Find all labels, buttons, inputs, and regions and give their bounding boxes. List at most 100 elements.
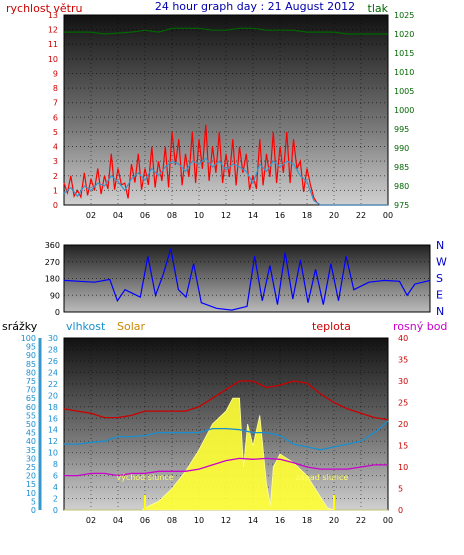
wind-x-tick-label: 14: [248, 211, 258, 220]
compass-label: S: [436, 272, 443, 285]
compass-label: E: [436, 289, 443, 302]
temp-tick-label: 35: [398, 356, 408, 365]
rain-tick-label: 95: [26, 343, 36, 352]
wind-x-tick-label: 18: [302, 211, 312, 220]
rain-tick-label: 85: [26, 360, 36, 369]
humidity-tick-label: 30: [48, 334, 58, 343]
humidity-tick-label: 2: [53, 495, 58, 504]
pressure-tick-label: 990: [394, 144, 409, 153]
rain-tick-label: 35: [26, 446, 36, 455]
humidity-tick-label: 20: [48, 391, 58, 400]
temp-line: [63, 380, 389, 421]
direction-tick-label: 270: [45, 258, 60, 267]
wind-x-tick-label: 02: [86, 211, 96, 220]
wind-x-tick-label: 22: [356, 211, 366, 220]
temp-tick-label: 10: [398, 463, 408, 472]
humidity-tick-label: 16: [48, 414, 58, 423]
humidity-tick-label: 18: [48, 403, 58, 412]
rain-tick-label: 15: [26, 480, 36, 489]
wind-tick-label: 7: [53, 99, 58, 108]
rain-tick-label: 75: [26, 377, 36, 386]
rain-x-tick-label: 06: [140, 516, 150, 525]
rain-x-tick-label: 04: [113, 516, 123, 525]
pressure-tick-label: 975: [394, 201, 409, 210]
dew-label: rosný bod: [393, 320, 447, 333]
wind-tick-label: 2: [53, 172, 58, 181]
rain-x-tick-label: 16: [275, 516, 285, 525]
humidity-tick-label: 22: [48, 380, 58, 389]
wind-x-tick-label: 04: [113, 211, 123, 220]
temp-tick-label: 30: [398, 377, 408, 386]
rain-tick-label: 50: [26, 420, 36, 429]
rain-x-tick-label: 14: [248, 516, 258, 525]
rain-tick-label: 80: [26, 368, 36, 377]
rain-tick-label: 100: [21, 334, 36, 343]
temp-tick-label: 0: [398, 506, 403, 515]
humidity-tick-label: 0: [53, 506, 58, 515]
wind-tick-label: 10: [48, 55, 58, 64]
rain-tick-label: 45: [26, 429, 36, 438]
rain-tick-label: 55: [26, 411, 36, 420]
direction-tick-label: 0: [55, 308, 60, 317]
humidity-tick-label: 24: [48, 368, 58, 377]
wind-x-tick-label: 10: [194, 211, 204, 220]
humidity-tick-label: 14: [48, 426, 58, 435]
direction-tick-label: 180: [45, 275, 60, 284]
wind-tick-label: 0: [53, 201, 58, 210]
humidity-tick-label: 26: [48, 357, 58, 366]
pressure-axis-label: tlak: [368, 2, 389, 15]
wind-tick-label: 12: [48, 26, 58, 35]
rain-x-tick-label: 02: [86, 516, 96, 525]
pressure-tick-label: 980: [394, 182, 409, 191]
rain-tick-label: 70: [26, 386, 36, 395]
direction-tick-label: 360: [45, 241, 60, 250]
rain-tick-label: 25: [26, 463, 36, 472]
humidity-tick-label: 10: [48, 449, 58, 458]
wind-x-tick-label: 00: [383, 211, 393, 220]
compass-label: N: [436, 305, 444, 318]
rain-tick-label: 10: [26, 489, 36, 498]
wind-tick-label: 8: [53, 84, 58, 93]
solar-area: [64, 397, 388, 511]
temp-tick-label: 40: [398, 334, 408, 343]
temp-tick-label: 25: [398, 399, 408, 408]
rain-tick-label: 40: [26, 437, 36, 446]
wind-tick-label: 1: [53, 186, 58, 195]
direction-plot-area: [63, 244, 431, 313]
wind-tick-label: 9: [53, 69, 58, 78]
pressure-tick-label: 985: [394, 163, 409, 172]
solar-label: Solar: [117, 320, 146, 333]
temp-tick-label: 20: [398, 420, 408, 429]
rain-x-tick-label: 00: [383, 516, 393, 525]
temp-tick-label: 5: [398, 485, 403, 494]
pressure-tick-label: 1000: [394, 106, 414, 115]
wind-tick-label: 13: [48, 11, 58, 20]
wind-plot-area: [63, 14, 389, 206]
humidity-tick-label: 28: [48, 345, 58, 354]
rain-tick-label: 30: [26, 454, 36, 463]
pressure-tick-label: 1015: [394, 49, 414, 58]
rain-x-tick-label: 22: [356, 516, 366, 525]
wind-tick-label: 6: [53, 113, 58, 122]
rain-x-tick-label: 20: [329, 516, 339, 525]
pressure-line: [64, 27, 388, 35]
rain-tick-label: 5: [31, 497, 36, 506]
humidity-tick-label: 12: [48, 437, 58, 446]
sunset-label: západ slunce: [296, 473, 349, 482]
humidity-line: [64, 420, 389, 451]
pressure-tick-label: 1005: [394, 87, 414, 96]
wind-x-tick-label: 20: [329, 211, 339, 220]
humidity-tick-label: 8: [53, 460, 58, 469]
wind-average-line: [63, 157, 388, 206]
rain-x-tick-label: 08: [167, 516, 177, 525]
humidity-axis-label: vlhkost: [66, 320, 106, 333]
pressure-tick-label: 1010: [394, 68, 414, 77]
pressure-tick-label: 1020: [394, 30, 414, 39]
wind-tick-label: 4: [53, 143, 58, 152]
rain-axis-label: srážky: [2, 320, 38, 333]
wind-axis-label: rychlost větru: [6, 2, 82, 15]
rain-tick-label: 0: [31, 506, 36, 515]
rain-tick-label: 20: [26, 472, 36, 481]
